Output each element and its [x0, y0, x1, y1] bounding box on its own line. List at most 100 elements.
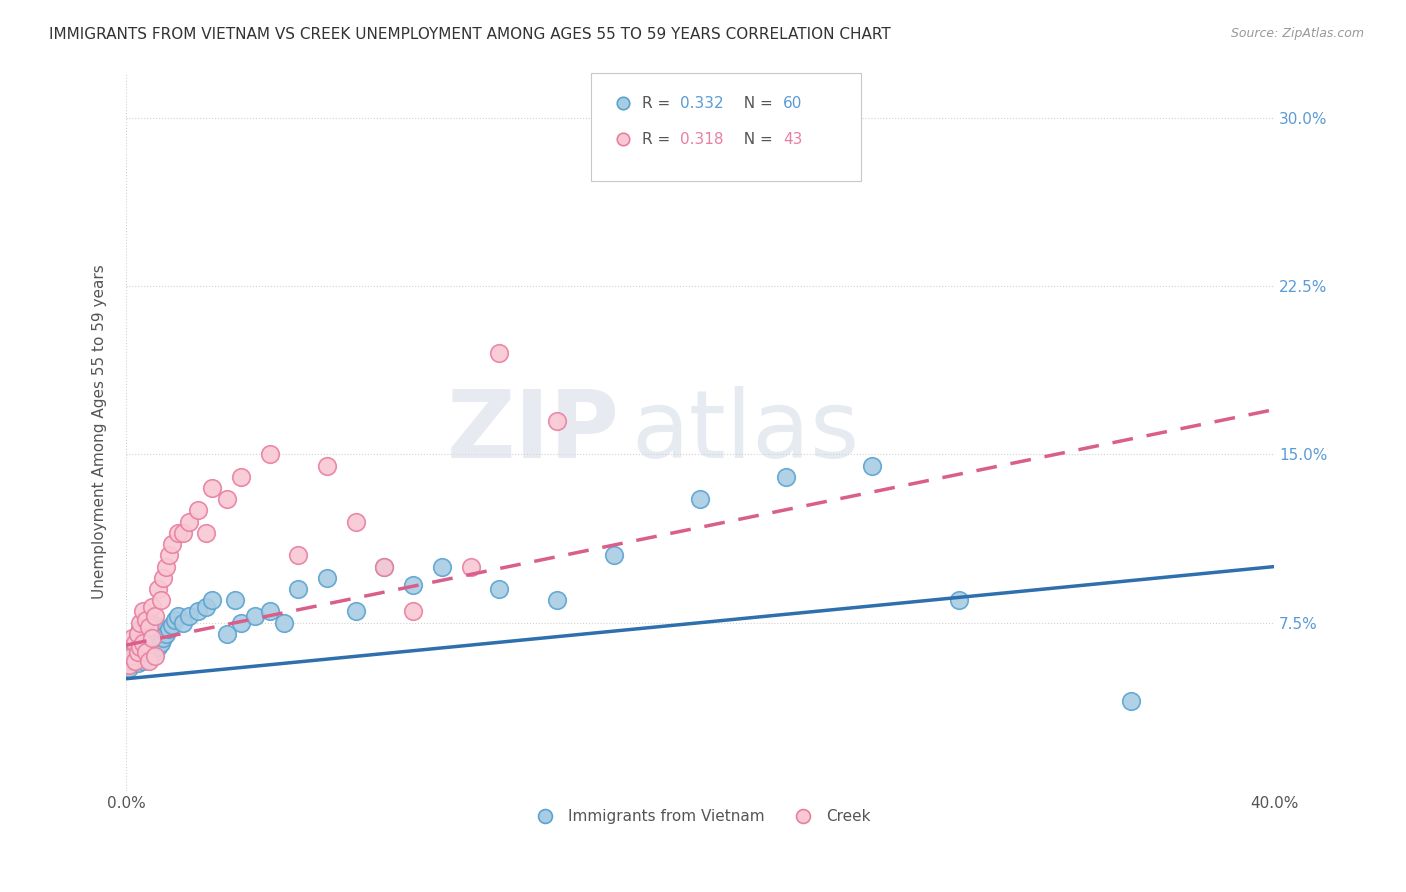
Point [273, 615, 295, 630]
Point [127, 627, 149, 641]
Point [775, 470, 797, 484]
Point [124, 638, 146, 652]
Point [689, 492, 711, 507]
Point [546, 593, 568, 607]
Point [546, 414, 568, 428]
Point [603, 549, 626, 563]
Point [127, 645, 149, 659]
Point [287, 582, 309, 596]
Point [488, 582, 510, 596]
Point [143, 618, 166, 632]
Text: 0.332: 0.332 [679, 95, 723, 111]
Point [135, 632, 157, 646]
Point [127, 642, 149, 657]
Point [155, 627, 177, 641]
Point [141, 623, 163, 637]
Point [143, 609, 166, 624]
Point [132, 604, 155, 618]
Point [155, 559, 177, 574]
Point [1119, 694, 1142, 708]
Text: IMMIGRANTS FROM VIETNAM VS CREEK UNEMPLOYMENT AMONG AGES 55 TO 59 YEARS CORRELAT: IMMIGRANTS FROM VIETNAM VS CREEK UNEMPLO… [49, 27, 891, 42]
Point [152, 632, 174, 646]
Point [121, 654, 143, 668]
Point [129, 636, 152, 650]
Point [135, 645, 157, 659]
Point [948, 593, 970, 607]
Point [157, 623, 180, 637]
Point [259, 604, 281, 618]
Point [460, 559, 482, 574]
Point [127, 632, 149, 646]
Point [166, 609, 188, 624]
Point [118, 658, 141, 673]
Point [316, 571, 339, 585]
Point [201, 481, 224, 495]
Point [129, 623, 152, 637]
Point [163, 614, 186, 628]
Point [344, 604, 367, 618]
Point [149, 636, 172, 650]
Legend: Immigrants from Vietnam, Creek: Immigrants from Vietnam, Creek [524, 803, 876, 830]
Point [129, 640, 152, 655]
Point [149, 623, 172, 637]
Point [287, 549, 309, 563]
Point [132, 636, 155, 650]
Point [402, 577, 425, 591]
Point [179, 515, 201, 529]
Point [146, 627, 169, 641]
Point [195, 525, 218, 540]
Point [215, 492, 238, 507]
Point [143, 649, 166, 664]
Text: N =: N = [734, 131, 778, 146]
Point [201, 593, 224, 607]
Point [141, 599, 163, 614]
Point [157, 549, 180, 563]
Point [373, 559, 395, 574]
Point [121, 632, 143, 646]
Point [187, 604, 209, 618]
Point [173, 615, 195, 630]
Text: 43: 43 [783, 131, 803, 146]
Text: 60: 60 [783, 95, 803, 111]
Point [402, 604, 425, 618]
Point [160, 618, 183, 632]
Point [146, 640, 169, 655]
Point [488, 346, 510, 360]
Point [124, 636, 146, 650]
Point [862, 458, 884, 473]
Point [430, 559, 453, 574]
Point [132, 627, 155, 641]
Point [187, 503, 209, 517]
Point [132, 640, 155, 655]
Point [138, 640, 160, 655]
Point [179, 609, 201, 624]
Point [259, 447, 281, 461]
Point [127, 656, 149, 670]
Point [135, 614, 157, 628]
Point [124, 649, 146, 664]
Point [344, 515, 367, 529]
Point [149, 593, 172, 607]
Text: R =: R = [641, 95, 675, 111]
Point [141, 636, 163, 650]
Point [138, 654, 160, 668]
Point [215, 627, 238, 641]
Point [152, 571, 174, 585]
Point [121, 645, 143, 659]
Point [229, 470, 252, 484]
Point [138, 627, 160, 641]
Point [135, 618, 157, 632]
Text: ZIP: ZIP [447, 386, 620, 478]
Point [124, 654, 146, 668]
Point [224, 593, 246, 607]
Point [129, 649, 152, 664]
Text: R =: R = [641, 131, 675, 146]
Point [245, 609, 267, 624]
Point [166, 525, 188, 540]
Point [229, 615, 252, 630]
Point [118, 660, 141, 674]
Y-axis label: Unemployment Among Ages 55 to 59 years: Unemployment Among Ages 55 to 59 years [93, 265, 107, 599]
Text: N =: N = [734, 95, 778, 111]
Point [129, 615, 152, 630]
Point [195, 599, 218, 614]
